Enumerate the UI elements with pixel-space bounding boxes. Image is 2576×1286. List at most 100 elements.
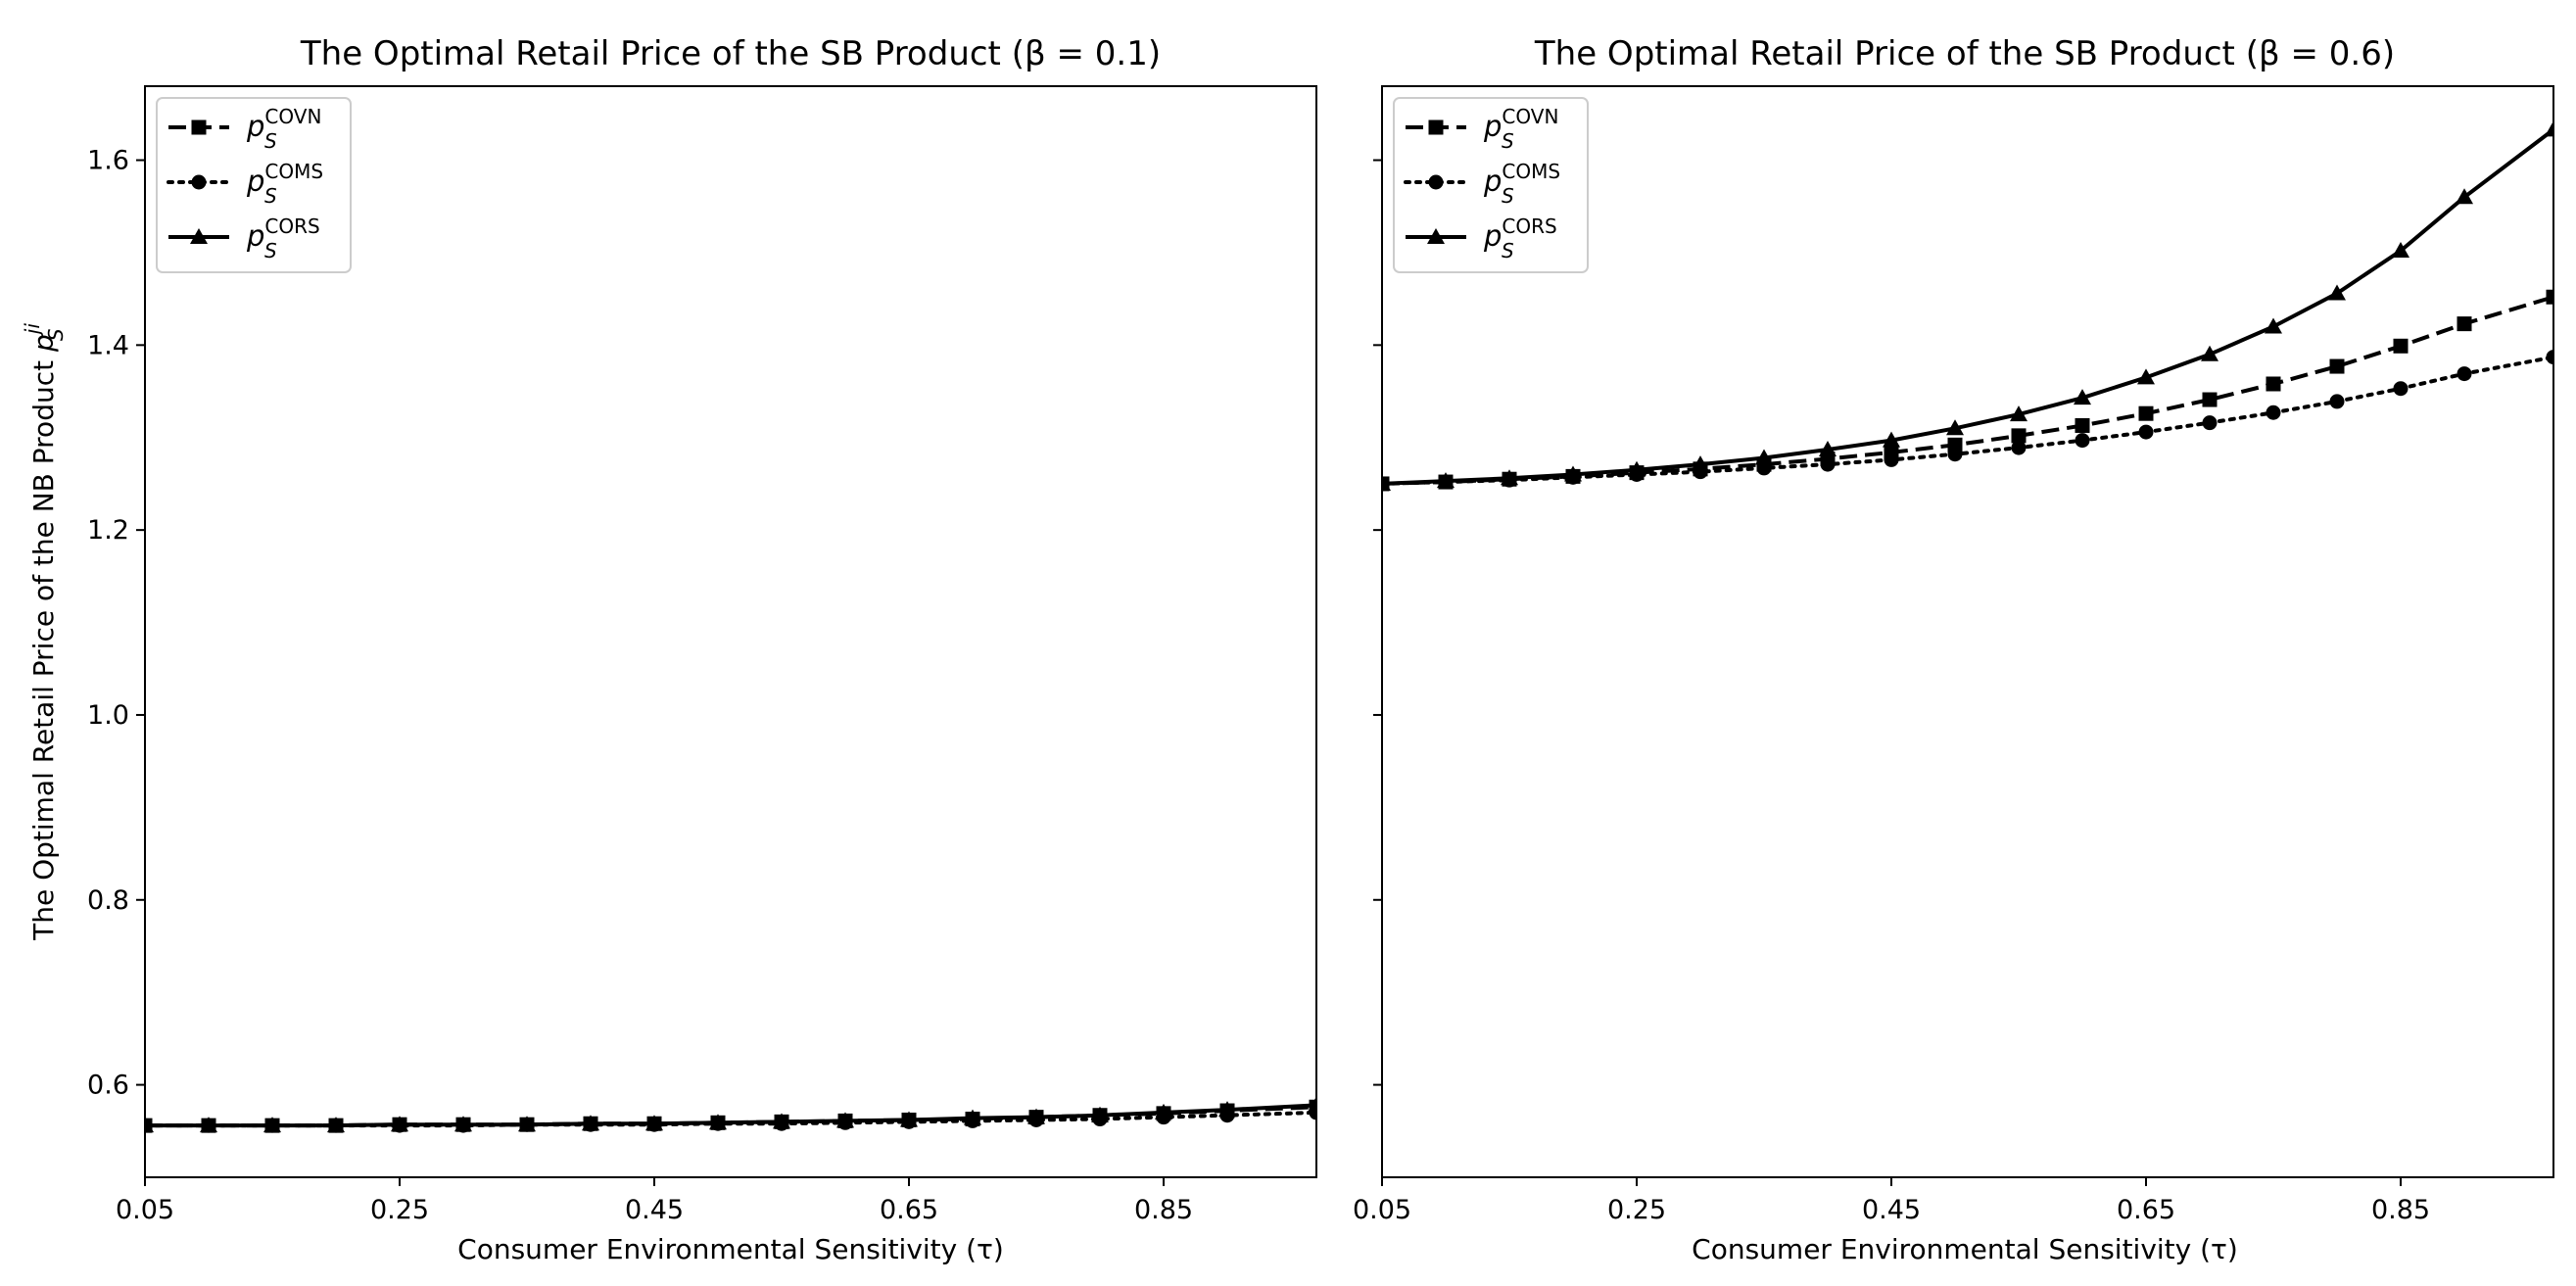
data-point-cors <box>1628 460 1646 477</box>
data-point-covn <box>2266 376 2281 392</box>
x-tick-label: 0.85 <box>2371 1195 2430 1225</box>
data-point-cors <box>836 1112 854 1128</box>
legend-box <box>1393 97 1589 273</box>
x-tick-label: 0.05 <box>116 1195 174 1225</box>
data-point-cors <box>964 1109 981 1125</box>
data-point-covn <box>2202 392 2218 407</box>
data-point-cors <box>645 1115 663 1131</box>
x-tick-label: 0.65 <box>2117 1195 2175 1225</box>
data-point-cors <box>1437 472 1455 489</box>
data-point-cors <box>518 1116 536 1132</box>
x-tick-label: 0.45 <box>625 1195 684 1225</box>
data-point-cors <box>1218 1101 1236 1118</box>
data-point-cors <box>2265 317 2282 334</box>
data-point-cors <box>1501 469 1518 486</box>
data-point-cors <box>1755 449 1773 465</box>
data-point-cors <box>2545 120 2553 137</box>
legend-marker-coms <box>191 174 207 190</box>
x-tick-label: 0.45 <box>1862 1195 1921 1225</box>
data-point-covn <box>2393 338 2409 354</box>
data-point-cors <box>2328 284 2346 301</box>
data-point-cors <box>773 1113 790 1129</box>
legend-label-covn: pCOVN S <box>1483 105 1558 153</box>
data-point-coms <box>2329 394 2345 409</box>
data-point-covn <box>2138 405 2154 421</box>
data-point-cors <box>1883 431 1900 448</box>
data-point-cors <box>2074 389 2091 405</box>
data-point-cors <box>2201 345 2218 361</box>
x-tick-label: 0.05 <box>1353 1195 1411 1225</box>
legend-marker-cors <box>190 228 208 244</box>
data-point-cors <box>1382 474 1391 491</box>
data-point-coms <box>2266 405 2281 420</box>
data-point-coms <box>2011 440 2027 455</box>
y-tick-label: 1.2 <box>87 515 129 546</box>
data-point-cors <box>2456 188 2473 205</box>
right-chart-title: The Optimal Retail Price of the SB Produ… <box>1534 34 2395 73</box>
data-point-coms <box>1884 452 1899 467</box>
data-point-coms <box>2457 366 2472 382</box>
data-point-cors <box>582 1115 599 1131</box>
y-tick-label: 0.8 <box>87 885 129 916</box>
data-point-cors <box>263 1117 281 1133</box>
left-x-axis-label: Consumer Environmental Sensitivity (τ) <box>457 1233 1004 1265</box>
data-point-coms <box>2075 433 2090 449</box>
x-tick-label: 0.25 <box>1607 1195 1666 1225</box>
y-axis-label-sup: ji <box>21 323 44 338</box>
left-plot-frame <box>144 85 1317 1178</box>
y-tick-label: 0.6 <box>87 1071 129 1101</box>
data-point-cors <box>900 1111 918 1127</box>
right-chart-panel: The Optimal Retail Price of the SB Produ… <box>1353 34 2554 1265</box>
x-tick-label: 0.85 <box>1134 1195 1193 1225</box>
data-point-coms <box>1820 456 1836 472</box>
y-tick-label: 1.4 <box>87 330 129 360</box>
left-chart-panel: The Optimal Retail Price of the SB Produ… <box>87 34 1317 1265</box>
data-point-cors <box>1155 1103 1172 1119</box>
legend-marker-covn <box>191 119 207 135</box>
data-point-cors <box>391 1116 408 1132</box>
legend-marker-cors <box>1427 228 1445 244</box>
data-point-cors <box>1091 1106 1109 1122</box>
data-point-cors <box>454 1116 472 1132</box>
data-point-coms <box>2202 415 2218 431</box>
legend-label-cors: pCORS S <box>1483 214 1557 262</box>
y-axis-label: The Optimal Retail Price of the NB Produ… <box>21 323 68 941</box>
legend-box <box>156 97 352 273</box>
legend-label-cors: pCORS S <box>246 214 320 262</box>
data-point-covn <box>2329 358 2345 374</box>
legend-label-covn: pCOVN S <box>246 105 321 153</box>
legend-label-coms: pCOMS S <box>1483 160 1560 208</box>
data-point-cors <box>1027 1108 1045 1124</box>
data-point-cors <box>145 1117 154 1133</box>
data-point-cors <box>327 1117 345 1133</box>
x-tick-label: 0.65 <box>880 1195 938 1225</box>
data-point-covn <box>2075 417 2090 433</box>
data-point-cors <box>1564 465 1582 482</box>
data-point-coms <box>1947 447 1963 462</box>
data-point-cors <box>709 1114 727 1130</box>
right-x-axis-label: Consumer Environmental Sensitivity (τ) <box>1692 1233 2238 1265</box>
y-axis-label-text: The Optimal Retail Price of the NB Produ… <box>27 352 60 941</box>
data-point-covn <box>2546 289 2553 305</box>
x-tick-label: 0.25 <box>370 1195 429 1225</box>
y-tick-label: 1.0 <box>87 700 129 731</box>
data-point-cors <box>2010 405 2027 422</box>
data-point-cors <box>2137 368 2155 385</box>
legend-marker-coms <box>1428 174 1444 190</box>
legend-marker-covn <box>1428 119 1444 135</box>
data-point-coms <box>2138 424 2154 440</box>
data-point-cors <box>1308 1096 1316 1113</box>
data-point-cors <box>2392 242 2409 259</box>
left-chart-title: The Optimal Retail Price of the SB Produ… <box>300 34 1161 73</box>
data-point-cors <box>200 1117 217 1133</box>
data-point-covn <box>2457 316 2472 332</box>
right-plot-frame <box>1381 85 2554 1178</box>
y-tick-label: 1.6 <box>87 146 129 176</box>
data-point-coms <box>2393 381 2409 397</box>
y-axis-label-math: p <box>27 334 60 353</box>
y-axis-label-sub: S <box>44 328 68 341</box>
data-point-cors <box>1946 419 1964 436</box>
data-point-cors <box>1692 455 1709 472</box>
data-point-cors <box>1819 441 1837 457</box>
